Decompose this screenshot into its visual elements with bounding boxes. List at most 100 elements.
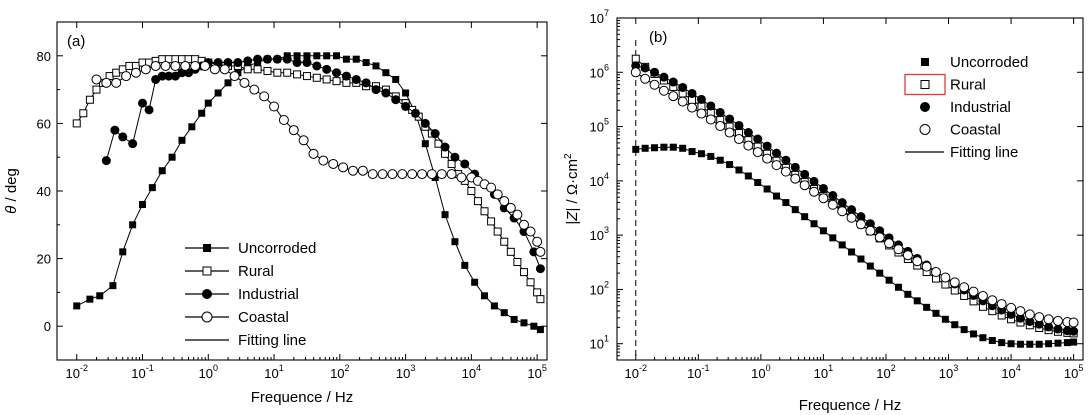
data-point	[923, 303, 931, 311]
data-point	[140, 64, 151, 75]
data-point	[347, 165, 358, 176]
data-point	[838, 241, 846, 249]
data-point	[696, 108, 707, 119]
x-tick-label: 10-1	[687, 363, 709, 381]
data-point	[724, 127, 735, 138]
data-point	[773, 192, 781, 200]
x-tick-label: 101	[814, 363, 833, 381]
data-point	[471, 278, 479, 286]
data-point	[809, 186, 820, 197]
data-point	[1016, 340, 1024, 348]
x-tick-label: 100	[199, 363, 218, 381]
data-point	[799, 180, 810, 191]
data-point	[893, 244, 904, 255]
x-tick-label-base: 10	[1064, 366, 1078, 381]
data-point	[687, 88, 697, 98]
data-point	[679, 144, 687, 152]
x-tick-label-exp: 1	[828, 363, 833, 373]
data-point	[780, 166, 791, 177]
y-tick-label-exp: 1	[604, 334, 609, 344]
y-tick-label-exp: 5	[604, 117, 609, 127]
data-point	[977, 290, 988, 301]
data-point	[902, 250, 913, 261]
data-point	[725, 114, 735, 124]
data-point	[1044, 322, 1054, 332]
data-point	[801, 213, 809, 221]
y-axis-title: |Z| / Ω·cm2	[563, 153, 581, 225]
legend-marker	[203, 244, 211, 252]
y-tick-label-base: 10	[590, 174, 604, 189]
data-point	[951, 321, 959, 329]
data-point	[828, 191, 838, 201]
x-tick-label-exp: 4	[1016, 363, 1021, 373]
data-point	[118, 132, 128, 142]
data-point	[687, 102, 698, 113]
data-point	[763, 185, 771, 193]
data-point	[904, 290, 912, 298]
data-point	[480, 207, 489, 216]
x-tick-label: 105	[1064, 363, 1083, 381]
y-axis-unit: / deg	[3, 168, 20, 206]
data-point	[204, 99, 212, 107]
data-point	[198, 109, 206, 117]
data-point	[381, 88, 391, 98]
data-point	[857, 255, 865, 263]
y-tick-label-base: 10	[590, 228, 604, 243]
x-tick-label-base: 10	[330, 366, 344, 381]
y-axis-bar-left: |	[564, 221, 581, 225]
data-point	[293, 52, 301, 60]
x-axis-title: Frequence / Hz	[251, 389, 354, 406]
x-tick-label: 10-2	[65, 363, 87, 381]
x-tick-label-base: 10	[65, 366, 79, 381]
legend-marker	[920, 80, 930, 89]
panel-a: 10-2 10-1 100 101 102 103 104 105020406080Frequ…	[3, 21, 548, 406]
data-point	[754, 178, 762, 186]
data-point	[446, 169, 457, 180]
y-tick-label: 80	[37, 49, 51, 64]
data-point	[716, 156, 724, 164]
data-point	[401, 102, 411, 111]
x-tick-label: 104	[462, 363, 481, 381]
data-point	[855, 219, 866, 230]
data-point	[371, 85, 381, 95]
data-point	[810, 220, 818, 228]
data-point	[998, 339, 1006, 347]
data-point	[382, 69, 390, 77]
data-point	[397, 169, 408, 180]
legend-marker	[202, 266, 212, 276]
data-point	[214, 89, 222, 97]
x-tick-label: 102	[876, 363, 895, 381]
y-axis-title: θ / deg	[3, 168, 20, 214]
data-point	[753, 134, 763, 144]
series-coastal	[630, 67, 1079, 328]
data-point	[209, 64, 220, 75]
data-point	[253, 65, 262, 74]
data-point	[101, 156, 111, 166]
data-point	[771, 160, 782, 171]
legend-marker	[202, 289, 212, 299]
data-point	[743, 128, 753, 138]
data-point	[170, 60, 181, 71]
data-point	[1025, 316, 1035, 326]
data-point	[461, 261, 469, 269]
y-tick-label-base: 10	[590, 120, 604, 135]
data-point	[856, 212, 866, 222]
data-point	[1024, 309, 1035, 320]
data-point	[837, 206, 848, 217]
x-tick-label: 10-2	[625, 363, 647, 381]
x-tick-label-base: 10	[1001, 366, 1015, 381]
legend-marker	[201, 311, 213, 323]
data-point	[932, 309, 940, 317]
data-point	[1054, 339, 1062, 347]
data-point	[262, 54, 272, 64]
data-point	[164, 71, 174, 81]
data-point	[312, 61, 322, 71]
data-point	[641, 144, 649, 152]
y-tick-label-exp: 7	[604, 8, 609, 18]
data-point	[342, 55, 350, 63]
data-point	[263, 67, 272, 76]
data-point	[86, 295, 94, 303]
x-tick-label-base: 10	[876, 366, 890, 381]
x-tick-label: 102	[330, 363, 349, 381]
